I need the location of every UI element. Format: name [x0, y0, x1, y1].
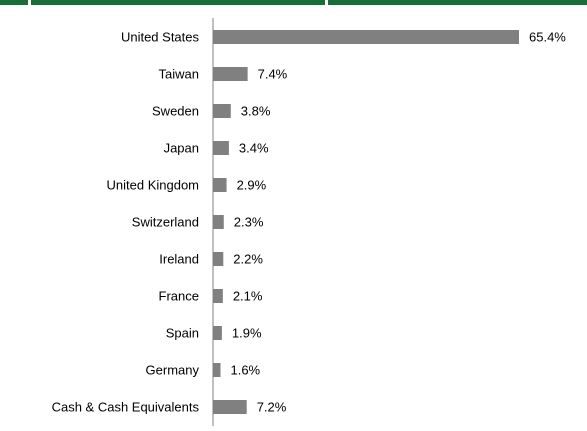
category-label: France — [159, 288, 199, 303]
category-label: Cash & Cash Equivalents — [52, 399, 200, 414]
category-label: Germany — [146, 362, 200, 377]
value-label: 3.8% — [241, 103, 271, 118]
bar — [213, 289, 223, 303]
bar — [213, 67, 248, 81]
value-label: 2.2% — [233, 251, 263, 266]
category-label: Spain — [166, 325, 199, 340]
header-gap — [325, 0, 328, 5]
category-label: Sweden — [152, 103, 199, 118]
value-label: 2.3% — [234, 214, 264, 229]
category-label: Taiwan — [159, 66, 199, 81]
category-label: Japan — [164, 140, 199, 155]
bar — [213, 104, 231, 118]
bar — [213, 178, 227, 192]
value-label: 3.4% — [239, 140, 269, 155]
value-label: 1.9% — [232, 325, 262, 340]
category-label: United States — [121, 29, 200, 44]
category-label: United Kingdom — [107, 177, 200, 192]
value-label: 2.9% — [237, 177, 267, 192]
bar — [213, 363, 221, 377]
header-band — [0, 0, 587, 5]
bar — [213, 326, 222, 340]
value-label: 7.4% — [258, 66, 288, 81]
category-label: Ireland — [159, 251, 199, 266]
value-label: 7.2% — [257, 399, 287, 414]
bar — [213, 252, 224, 266]
value-label: 65.4% — [529, 29, 566, 44]
category-label: Switzerland — [132, 214, 199, 229]
value-label: 2.1% — [233, 288, 263, 303]
bar — [213, 215, 224, 229]
bar — [213, 141, 229, 155]
value-label: 1.6% — [230, 362, 260, 377]
header-gap — [28, 0, 31, 5]
bar — [213, 400, 247, 414]
bar — [213, 30, 519, 44]
